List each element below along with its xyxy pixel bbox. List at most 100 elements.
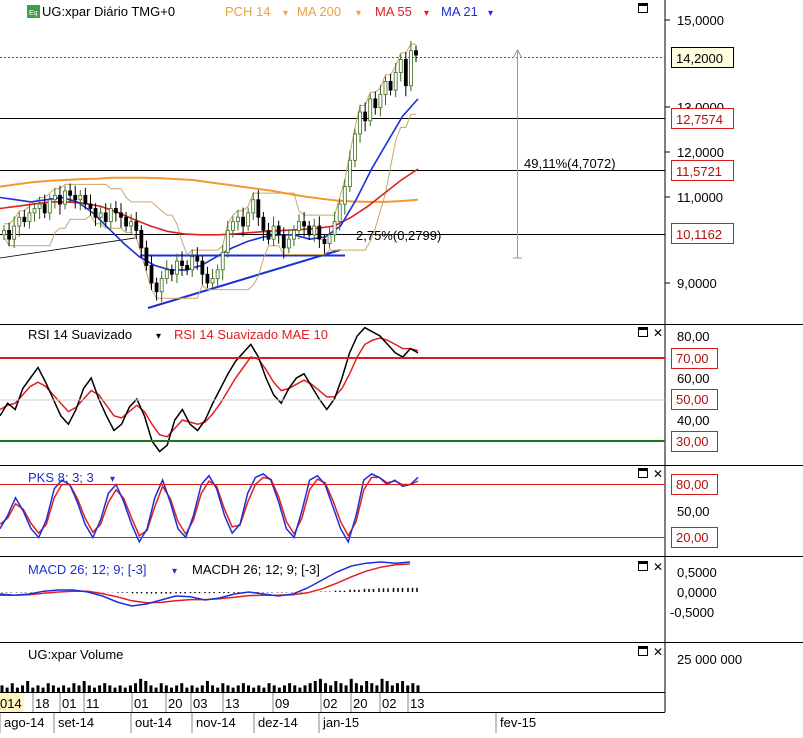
volume-close-icon[interactable]: ✕ (653, 645, 663, 659)
macd-tick-pos: 0,5000 (677, 565, 717, 580)
volume-bar (303, 685, 307, 692)
volume-bar (51, 685, 55, 692)
volume-bar (56, 687, 60, 692)
xaxis-month-label: jan-15 (322, 715, 359, 730)
stoch-maximize-icon[interactable] (638, 468, 648, 478)
volume-bar (72, 683, 76, 692)
candle-body (32, 208, 37, 214)
volume-bar (241, 683, 245, 692)
volume-bar (282, 685, 286, 692)
volume-bar (134, 683, 138, 692)
indicator-pch-dropdown-icon[interactable]: ▾ (283, 8, 288, 19)
volume-bar (211, 685, 215, 692)
macd-close-icon[interactable]: ✕ (653, 560, 663, 574)
stoch-dropdown-icon[interactable]: ▾ (110, 474, 115, 485)
level-label-2: 11,5721 (676, 164, 722, 179)
indicator-ma55[interactable]: MA 55 (375, 4, 412, 19)
volume-bar (329, 685, 333, 692)
trendline-black[interactable] (0, 237, 136, 259)
candle-body (220, 251, 225, 271)
volume-title[interactable]: UG:xpar Volume (28, 647, 123, 662)
candle-body (271, 225, 276, 240)
macd-title[interactable]: MACD 26; 12; 9; [-3] (28, 562, 147, 577)
stoch-close-icon[interactable]: ✕ (653, 467, 663, 481)
volume-bar (0, 685, 4, 692)
candle-body (114, 208, 118, 214)
volume-bar (267, 683, 271, 692)
candle-body (47, 199, 52, 214)
volume-bar (82, 681, 86, 692)
candle-body (378, 94, 383, 109)
candle-body (241, 216, 245, 227)
macdh-title[interactable]: MACDH 26; 12; 9; [-3] (192, 562, 320, 577)
indicator-ma200[interactable]: MA 200 (297, 4, 341, 19)
candle-body (388, 80, 393, 91)
candle-body (403, 59, 408, 87)
indicator-ma21-dropdown-icon[interactable]: ▾ (488, 8, 493, 19)
xaxis-day-label: 20 (168, 696, 182, 711)
volume-bar (360, 685, 364, 692)
macd-series-group (0, 561, 418, 607)
measure-arrow (512, 48, 523, 59)
volume-bar (26, 681, 30, 692)
candle-body (12, 225, 17, 240)
range-annotation: 49,11%(4,7072) (524, 156, 616, 171)
rsi-tick-50: 50,00 (676, 392, 709, 407)
candle-body (164, 269, 169, 280)
indicator-pch[interactable]: PCH 14 (225, 4, 271, 19)
stoch-title[interactable]: PKS 8; 3; 3 (28, 470, 94, 485)
volume-bar (46, 683, 50, 692)
candle-body (286, 238, 291, 249)
rsi-mae-title[interactable]: RSI 14 Suavizado MAE 10 (174, 327, 328, 342)
xaxis-month-label: set-14 (58, 715, 94, 730)
volume-bar (231, 687, 235, 692)
volume-maximize-icon[interactable] (638, 646, 648, 656)
price-panel-maximize-icon[interactable] (638, 3, 648, 13)
volume-bar (154, 687, 158, 692)
candle-body (73, 194, 78, 201)
candle-body (317, 225, 322, 240)
volume-bar (354, 683, 358, 692)
volume-bar (365, 681, 369, 692)
level-label-3: 10,1162 (676, 227, 722, 242)
volume-bar (252, 687, 256, 692)
volume-bar (195, 687, 199, 692)
xaxis-day-label: 13 (410, 696, 424, 711)
volume-bar (123, 687, 127, 692)
stoch-tick-50: 50,00 (677, 504, 710, 519)
volume-bar (288, 683, 292, 692)
macd-dropdown-icon[interactable]: ▾ (172, 566, 177, 577)
xaxis-day-label: 02 (323, 696, 337, 711)
volume-bar (380, 678, 384, 692)
rsi-dropdown-icon[interactable]: ▾ (156, 331, 161, 342)
rsi-title[interactable]: RSI 14 Suavizado (28, 327, 132, 342)
volume-bar (164, 685, 168, 692)
candle-body (159, 278, 164, 293)
candle-body (337, 203, 342, 223)
indicator-ma200-dropdown-icon[interactable]: ▾ (356, 8, 361, 19)
xaxis-day-label: 03 (193, 696, 207, 711)
rsi-close-icon[interactable]: ✕ (653, 326, 663, 340)
volume-bar (236, 685, 240, 692)
candle-body (129, 221, 134, 227)
volume-bar (200, 685, 204, 692)
indicator-ma55-dropdown-icon[interactable]: ▾ (424, 8, 429, 19)
candle-body (266, 229, 271, 240)
volume-bar (416, 685, 420, 692)
volume-bar (395, 683, 399, 692)
candle-body (144, 247, 149, 266)
volume-bar (324, 683, 328, 692)
volume-bar (190, 685, 194, 692)
candle-body (327, 234, 332, 244)
candle-body (302, 221, 306, 227)
rsi-tick-80: 80,00 (677, 329, 710, 344)
small-annotation: 2,75%(0,2799) (356, 228, 441, 243)
symbol-title[interactable]: UG:xpar Diário TMG+0 (42, 4, 175, 19)
volume-bar (344, 685, 348, 692)
candle-body (200, 260, 205, 275)
macd-maximize-icon[interactable] (638, 561, 648, 571)
volume-bar (370, 683, 374, 692)
indicator-ma21[interactable]: MA 21 (441, 4, 478, 19)
rsi-maximize-icon[interactable] (638, 327, 648, 337)
